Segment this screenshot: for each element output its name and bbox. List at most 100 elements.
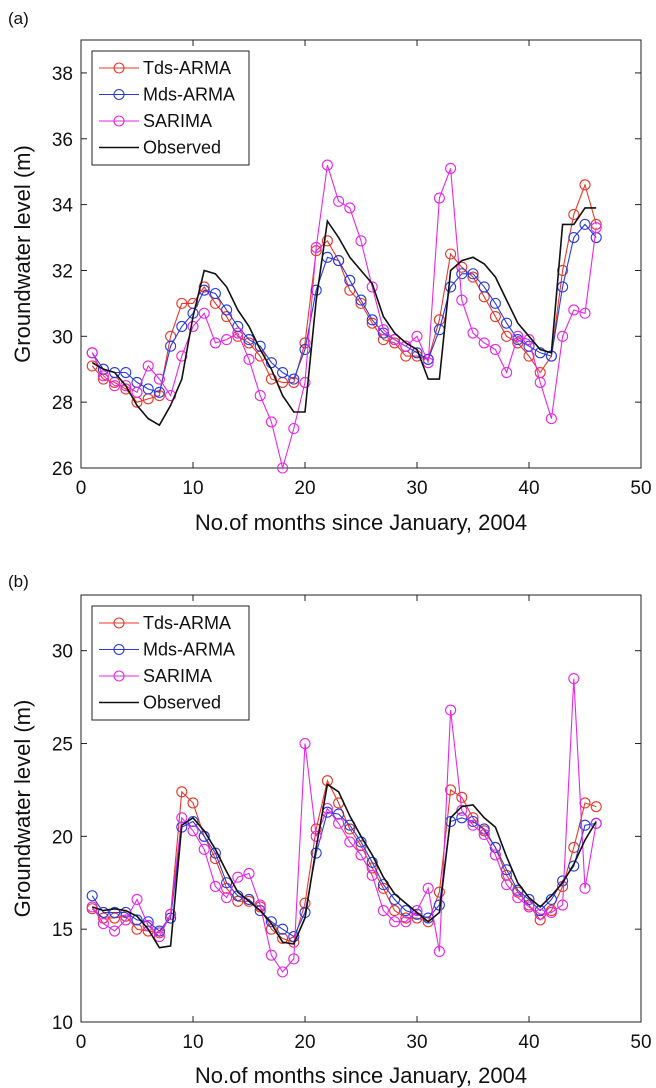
- data-point: [131, 893, 143, 906]
- data-point: [467, 819, 479, 831]
- data-point: [333, 817, 345, 829]
- series-line: [91, 223, 597, 393]
- data-point: [109, 906, 121, 919]
- data-point: [265, 916, 277, 928]
- data-point: [478, 828, 490, 841]
- data-point: [153, 373, 165, 385]
- data-point: [187, 797, 199, 809]
- legend-entry-label: Observed: [143, 693, 221, 713]
- x-tick-label: 30: [406, 478, 427, 499]
- x-tick-label: 20: [294, 478, 315, 499]
- data-point: [545, 906, 557, 919]
- x-tick-label: 40: [518, 1032, 539, 1053]
- data-point: [456, 804, 468, 816]
- data-point: [299, 897, 311, 909]
- data-point: [221, 892, 233, 904]
- y-tick-label: 30: [52, 327, 73, 348]
- data-point: [232, 327, 244, 339]
- x-tick-label: 40: [518, 478, 539, 499]
- data-point: [501, 366, 513, 379]
- legend-box: [91, 605, 250, 721]
- data-point: [120, 914, 132, 926]
- y-tick-label: 36: [52, 130, 73, 151]
- series-sarima: [86, 672, 602, 978]
- data-point: [198, 281, 210, 293]
- data-point: [176, 320, 188, 332]
- data-point: [165, 908, 177, 920]
- data-point: [344, 202, 356, 214]
- data-point: [209, 287, 221, 300]
- data-point: [568, 231, 580, 244]
- data-point: [579, 819, 591, 831]
- series-line: [91, 164, 597, 471]
- x-tick-label: 50: [630, 1032, 651, 1053]
- y-tick-label: 38: [52, 64, 73, 85]
- data-point: [176, 812, 188, 824]
- legend-swatch-marker: [113, 617, 125, 629]
- x-tick-label: 10: [182, 478, 203, 499]
- data-point: [590, 817, 602, 829]
- data-point: [187, 825, 199, 837]
- data-point: [523, 893, 535, 906]
- data-point: [131, 923, 143, 935]
- data-point: [501, 879, 513, 891]
- data-point: [109, 366, 121, 379]
- data-point: [198, 307, 210, 319]
- data-point: [579, 307, 591, 319]
- data-point: [344, 823, 356, 835]
- data-point: [310, 830, 322, 842]
- legend-swatch-marker: [113, 62, 125, 74]
- data-point: [568, 208, 580, 221]
- series-observed: [91, 207, 597, 427]
- data-point: [400, 912, 412, 924]
- data-point: [545, 893, 557, 906]
- data-point: [176, 350, 188, 362]
- series-mds-arma: [86, 806, 602, 943]
- data-point: [400, 905, 412, 917]
- legend: Tds-ARMA Mds-ARMA SARIMA Observed: [91, 605, 250, 721]
- data-point: [355, 235, 367, 247]
- data-point: [86, 347, 98, 359]
- data-point: [97, 363, 109, 375]
- data-point: [198, 843, 210, 855]
- data-point: [445, 704, 457, 716]
- data-point: [288, 931, 300, 943]
- legend-entry-label: Tds-ARMA: [143, 613, 231, 633]
- data-point: [422, 357, 434, 369]
- data-point: [254, 340, 266, 352]
- data-point: [512, 892, 524, 904]
- data-point: [557, 330, 569, 342]
- data-point: [433, 945, 445, 958]
- data-point: [288, 376, 300, 388]
- series-line: [91, 183, 597, 403]
- legend-swatch-marker: [113, 88, 125, 101]
- data-point: [288, 373, 300, 385]
- data-point: [467, 271, 479, 283]
- data-point: [86, 901, 98, 913]
- data-point: [131, 914, 143, 926]
- data-point: [445, 281, 457, 293]
- legend-entry-label: SARIMA: [143, 666, 212, 686]
- legend-box: [91, 50, 250, 166]
- data-point: [254, 390, 266, 402]
- data-point: [142, 360, 154, 372]
- data-point: [265, 949, 277, 961]
- x-tick-label: 10: [182, 1032, 203, 1053]
- legend-entry-label: Mds-ARMA: [143, 85, 235, 105]
- legend-entry-label: Observed: [143, 138, 221, 158]
- data-point: [489, 297, 501, 309]
- data-point: [221, 334, 233, 346]
- data-point: [422, 353, 434, 365]
- data-point: [232, 320, 244, 332]
- data-point: [288, 953, 300, 965]
- data-point: [501, 317, 513, 329]
- x-axis-label: No.of months since January, 2004: [195, 510, 527, 535]
- data-point: [187, 320, 199, 332]
- data-point: [120, 366, 132, 379]
- y-tick-label: 26: [52, 459, 73, 480]
- data-point: [321, 159, 333, 171]
- data-point: [243, 334, 255, 346]
- data-point: [344, 836, 356, 848]
- data-point: [86, 890, 98, 902]
- series-line: [91, 811, 597, 938]
